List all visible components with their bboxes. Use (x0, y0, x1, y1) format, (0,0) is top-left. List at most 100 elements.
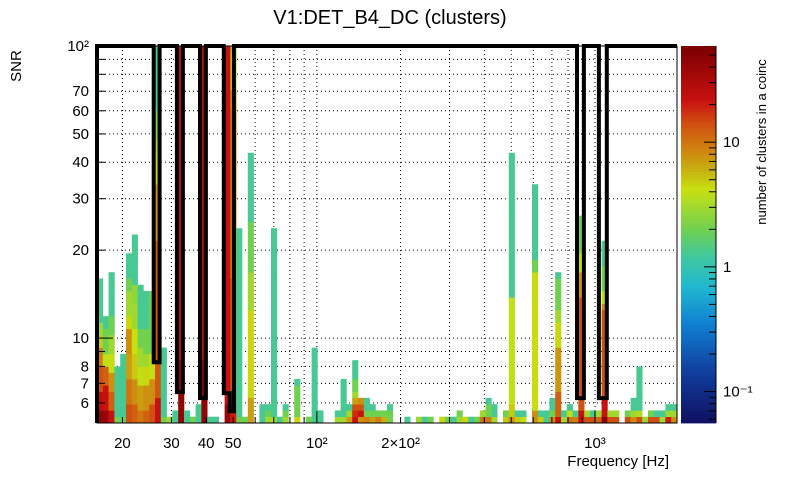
heatmap-cell (358, 404, 365, 411)
colorbar-segment (681, 401, 716, 405)
heatmap-cell (137, 309, 144, 317)
heatmap-cell (555, 303, 562, 311)
heatmap-cell (532, 221, 539, 229)
heatmap-cell (224, 360, 231, 367)
heatmap-cell (131, 360, 138, 367)
heatmap-cell (508, 303, 515, 311)
heatmap-cell (149, 366, 156, 374)
heatmap-cell (555, 309, 562, 317)
heatmap-cell (224, 127, 231, 135)
colorbar-segment (681, 341, 716, 345)
heatmap-cell (601, 259, 608, 267)
heatmap-cell (549, 397, 556, 405)
heatmap-cell (108, 353, 115, 361)
heatmap-cell (97, 291, 104, 298)
heatmap-cell (259, 410, 266, 418)
heatmap-cell (340, 410, 347, 418)
heatmap-cell (224, 190, 231, 198)
heatmap-cell (601, 391, 608, 399)
heatmap-cell (566, 410, 573, 418)
heatmap-cell (508, 272, 515, 279)
heatmap-cell (108, 397, 115, 405)
heatmap-cell (131, 347, 138, 355)
heatmap-cell (532, 272, 539, 279)
heatmap-cell (607, 410, 614, 418)
heatmap-cell (236, 316, 243, 323)
heatmap-cell (555, 391, 562, 399)
colorbar-segment (681, 83, 716, 88)
heatmap-cell (224, 228, 231, 235)
heatmap-cell (532, 416, 539, 424)
colorbar-segment (681, 49, 716, 53)
heatmap-cell (508, 391, 515, 399)
heatmap-cell (126, 278, 133, 286)
heatmap-cell (491, 416, 498, 424)
heatmap-cell (143, 404, 150, 411)
heatmap-cell (114, 385, 121, 392)
heatmap-cell (143, 322, 150, 330)
heatmap-cell (381, 416, 388, 424)
colorbar-segment (681, 203, 716, 207)
heatmap-cell (195, 416, 202, 424)
heatmap-cell (155, 416, 162, 424)
heatmap-cell (630, 404, 637, 411)
heatmap-cell (97, 353, 104, 361)
heatmap-cell (114, 372, 121, 380)
y-tick-label: 40 (72, 154, 89, 171)
colorbar-tick-label: 10 (723, 134, 740, 151)
colorbar-segment (681, 385, 716, 389)
colorbar-segment (681, 225, 716, 229)
heatmap-cell (532, 341, 539, 348)
heatmap-cell (178, 410, 185, 418)
heatmap-cell (114, 397, 121, 405)
heatmap-cell (143, 372, 150, 380)
heatmap-cell (508, 203, 515, 210)
heatmap-cell (578, 372, 585, 380)
heatmap-cell (149, 385, 156, 392)
colorbar-segment (681, 287, 716, 292)
colorbar-segment (681, 165, 716, 169)
heatmap-cell (555, 272, 562, 279)
colorbar-segment (681, 218, 716, 223)
heatmap-cell (624, 410, 631, 418)
heatmap-cell (143, 303, 150, 311)
heatmap-cell (247, 328, 254, 336)
heatmap-cell (584, 410, 591, 418)
heatmap-cell (578, 278, 585, 286)
heatmap-cell (630, 416, 637, 424)
heatmap-cell (247, 341, 254, 348)
colorbar-segment (681, 407, 716, 411)
colorbar-segment (681, 64, 716, 69)
chart-title: V1:DET_B4_DC (clusters) (273, 7, 506, 29)
heatmap-cell (207, 416, 214, 424)
heatmap-cell (508, 353, 515, 361)
heatmap-cell (265, 410, 272, 418)
heatmap-cell (236, 341, 243, 348)
heatmap-cell (108, 391, 115, 399)
heatmap-cell (247, 234, 254, 242)
colorbar-segment (681, 397, 716, 402)
heatmap-cell (601, 416, 608, 424)
heatmap-cell (346, 410, 353, 418)
heatmap-cell (636, 391, 643, 399)
heatmap-cell (236, 366, 243, 374)
heatmap-cell (456, 410, 463, 418)
heatmap-cell (143, 309, 150, 317)
heatmap-cell (247, 385, 254, 392)
heatmap-cell (508, 416, 515, 424)
heatmap-cell (259, 404, 266, 411)
heatmap-cell (578, 379, 585, 386)
heatmap-cell (601, 322, 608, 330)
colorbar-segment (681, 77, 716, 81)
heatmap-cell (247, 309, 254, 317)
colorbar-segment (681, 130, 716, 135)
heatmap-cell (126, 379, 133, 386)
heatmap-cell (578, 228, 585, 235)
heatmap-cell (201, 416, 208, 424)
heatmap-cell (236, 259, 243, 267)
colorbar-segment (681, 89, 716, 94)
heatmap-cell (578, 391, 585, 399)
heatmap-cell (120, 353, 127, 361)
heatmap-cell (97, 410, 104, 418)
heatmap-cell (508, 265, 515, 273)
